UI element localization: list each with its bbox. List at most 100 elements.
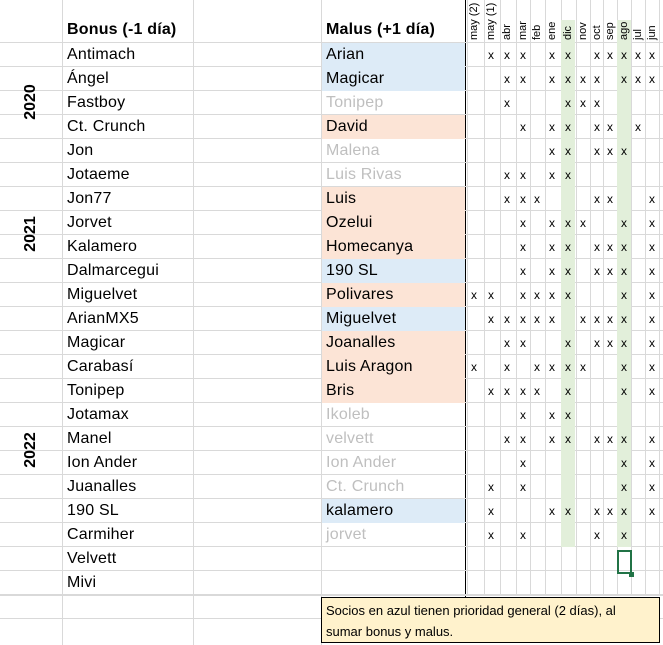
mark-cell[interactable]: x <box>504 96 510 110</box>
mark-cell[interactable]: x <box>621 456 627 470</box>
mark-cell[interactable]: x <box>520 120 526 134</box>
mark-cell[interactable]: x <box>607 432 613 446</box>
mark-cell[interactable]: x <box>621 288 627 302</box>
mark-cell[interactable]: x <box>565 72 571 86</box>
mark-cell[interactable]: x <box>621 312 627 326</box>
mark-cell[interactable]: x <box>534 360 540 374</box>
mark-cell[interactable]: x <box>565 408 571 422</box>
bonus-cell[interactable]: Tonipep <box>67 382 125 399</box>
mark-cell[interactable]: x <box>565 144 571 158</box>
mark-cell[interactable]: x <box>565 288 571 302</box>
month-header[interactable]: may (1) <box>485 2 497 40</box>
malus-cell[interactable]: Joanalles <box>326 334 396 351</box>
mark-cell[interactable]: x <box>520 456 526 470</box>
malus-header[interactable]: Malus (+1 día) <box>326 21 436 38</box>
mark-cell[interactable]: x <box>649 312 655 326</box>
mark-cell[interactable]: x <box>534 288 540 302</box>
month-header[interactable]: ene <box>546 21 558 40</box>
mark-cell[interactable]: x <box>649 432 655 446</box>
mark-cell[interactable]: x <box>565 96 571 110</box>
mark-cell[interactable]: x <box>635 120 641 134</box>
mark-cell[interactable]: x <box>520 168 526 182</box>
month-header[interactable]: jun <box>646 25 658 40</box>
malus-cell[interactable]: Magicar <box>326 70 385 87</box>
mark-cell[interactable]: x <box>565 240 571 254</box>
malus-cell[interactable]: Ct. Crunch <box>326 478 405 495</box>
malus-cell[interactable]: Ozelui <box>326 214 373 231</box>
mark-cell[interactable]: x <box>565 264 571 278</box>
mark-cell[interactable]: x <box>649 72 655 86</box>
mark-cell[interactable]: x <box>534 192 540 206</box>
mark-cell[interactable]: x <box>565 168 571 182</box>
month-header[interactable]: may (2) <box>468 2 480 40</box>
mark-cell[interactable]: x <box>594 192 600 206</box>
month-header[interactable]: ago <box>618 21 630 40</box>
mark-cell[interactable]: x <box>549 48 555 62</box>
mark-cell[interactable]: x <box>607 240 613 254</box>
bonus-cell[interactable]: Fastboy <box>67 94 126 111</box>
mark-cell[interactable]: x <box>565 432 571 446</box>
bonus-cell[interactable]: Carabasí <box>67 358 134 375</box>
bonus-cell[interactable]: Ct. Crunch <box>67 118 146 135</box>
mark-cell[interactable]: x <box>649 192 655 206</box>
malus-cell[interactable]: velvett <box>326 430 374 447</box>
mark-cell[interactable]: x <box>594 144 600 158</box>
month-header[interactable]: feb <box>531 24 543 40</box>
mark-cell[interactable]: x <box>649 288 655 302</box>
mark-cell[interactable]: x <box>607 264 613 278</box>
malus-cell[interactable]: Luis Aragon <box>326 358 413 375</box>
mark-cell[interactable]: x <box>594 240 600 254</box>
mark-cell[interactable]: x <box>621 216 627 230</box>
mark-cell[interactable]: x <box>488 384 494 398</box>
mark-cell[interactable]: x <box>549 144 555 158</box>
mark-cell[interactable]: x <box>594 120 600 134</box>
mark-cell[interactable]: x <box>520 192 526 206</box>
mark-cell[interactable]: x <box>488 504 494 518</box>
malus-cell[interactable]: David <box>326 118 368 135</box>
mark-cell[interactable]: x <box>520 72 526 86</box>
mark-cell[interactable]: x <box>549 288 555 302</box>
mark-cell[interactable]: x <box>594 504 600 518</box>
mark-cell[interactable]: x <box>504 72 510 86</box>
mark-cell[interactable]: x <box>594 96 600 110</box>
bonus-cell[interactable]: Jon77 <box>67 190 112 207</box>
mark-cell[interactable]: x <box>580 360 586 374</box>
mark-cell[interactable]: x <box>649 264 655 278</box>
mark-cell[interactable]: x <box>488 288 494 302</box>
mark-cell[interactable]: x <box>471 360 477 374</box>
month-header[interactable]: oct <box>591 25 603 40</box>
mark-cell[interactable]: x <box>488 312 494 326</box>
malus-cell[interactable]: Arian <box>326 46 365 63</box>
mark-cell[interactable]: x <box>565 336 571 350</box>
bonus-cell[interactable]: Miguelvet <box>67 286 138 303</box>
mark-cell[interactable]: x <box>549 168 555 182</box>
fill-handle[interactable] <box>629 572 634 577</box>
mark-cell[interactable]: x <box>594 264 600 278</box>
malus-cell[interactable]: kalamero <box>326 502 394 519</box>
mark-cell[interactable]: x <box>621 504 627 518</box>
month-header[interactable]: jul <box>632 28 644 40</box>
mark-cell[interactable]: x <box>520 216 526 230</box>
mark-cell[interactable]: x <box>565 360 571 374</box>
mark-cell[interactable]: x <box>621 144 627 158</box>
bonus-cell[interactable]: Dalmarcegui <box>67 262 160 279</box>
mark-cell[interactable]: x <box>621 264 627 278</box>
mark-cell[interactable]: x <box>607 336 613 350</box>
bonus-cell[interactable]: Antimach <box>67 46 136 63</box>
mark-cell[interactable]: x <box>549 432 555 446</box>
mark-cell[interactable]: x <box>504 384 510 398</box>
mark-cell[interactable]: x <box>580 96 586 110</box>
mark-cell[interactable]: x <box>649 360 655 374</box>
bonus-cell[interactable]: Ion Ander <box>67 454 138 471</box>
bonus-cell[interactable]: Kalamero <box>67 238 138 255</box>
mark-cell[interactable]: x <box>565 48 571 62</box>
mark-cell[interactable]: x <box>580 72 586 86</box>
bonus-cell[interactable]: Ángel <box>67 70 109 87</box>
mark-cell[interactable]: x <box>607 120 613 134</box>
month-header[interactable]: sep <box>604 22 616 40</box>
mark-cell[interactable]: x <box>520 48 526 62</box>
mark-cell[interactable]: x <box>549 240 555 254</box>
mark-cell[interactable]: x <box>549 504 555 518</box>
mark-cell[interactable]: x <box>520 312 526 326</box>
